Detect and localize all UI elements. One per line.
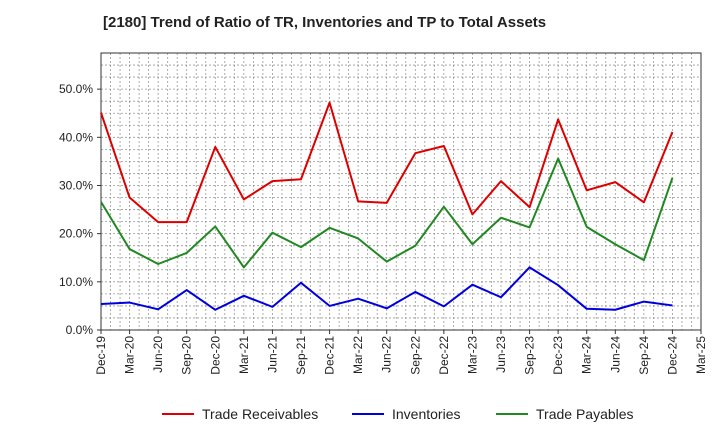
x-tick-label: Sep-23 [523, 336, 537, 375]
x-tick-label: Jun-20 [151, 336, 165, 373]
x-tick-label: Mar-20 [123, 336, 137, 374]
legend-label: Trade Payables [536, 406, 634, 422]
x-tick-label: Dec-20 [208, 336, 222, 375]
x-tick-label: Mar-22 [351, 336, 365, 374]
x-tick-label: Mar-21 [237, 336, 251, 374]
plot-area [101, 53, 701, 330]
x-tick-label: Dec-23 [551, 336, 565, 375]
y-tick-label: 30.0% [59, 178, 93, 192]
plot-frame [100, 52, 702, 331]
x-tick-label: Mar-24 [580, 336, 594, 374]
x-tick-label: Sep-22 [408, 336, 422, 375]
x-tick-label: Sep-21 [294, 336, 308, 375]
legend-label: Inventories [392, 406, 460, 422]
x-tick-label: Jun-22 [380, 336, 394, 373]
x-tick-label: Jun-23 [494, 336, 508, 373]
series-line-trade-payables [100, 157, 674, 269]
series-line-trade-receivables [100, 101, 674, 224]
x-tick-label: Dec-22 [437, 336, 451, 375]
series-line-inventories [100, 266, 673, 311]
y-tick-label: 50.0% [59, 82, 93, 96]
legend-label: Trade Receivables [202, 406, 318, 422]
x-tick-label: Mar-23 [465, 336, 479, 374]
y-tick-label: 20.0% [59, 227, 93, 241]
y-tick-label: 10.0% [59, 275, 93, 289]
y-tick-label: 0.0% [66, 323, 94, 337]
x-tick-label: Jun-21 [265, 336, 279, 373]
x-tick-label: Sep-24 [637, 336, 651, 375]
x-tick-label: Dec-19 [94, 336, 108, 375]
x-tick-label: Sep-20 [180, 336, 194, 375]
x-tick-label: Dec-24 [665, 336, 679, 375]
x-tick-label: Jun-24 [608, 336, 622, 373]
y-tick-label: 40.0% [59, 130, 93, 144]
x-tick-label: Dec-21 [323, 336, 337, 375]
x-tick-label: Mar-25 [694, 336, 708, 374]
chart-title: [2180] Trend of Ratio of TR, Inventories… [103, 14, 547, 31]
